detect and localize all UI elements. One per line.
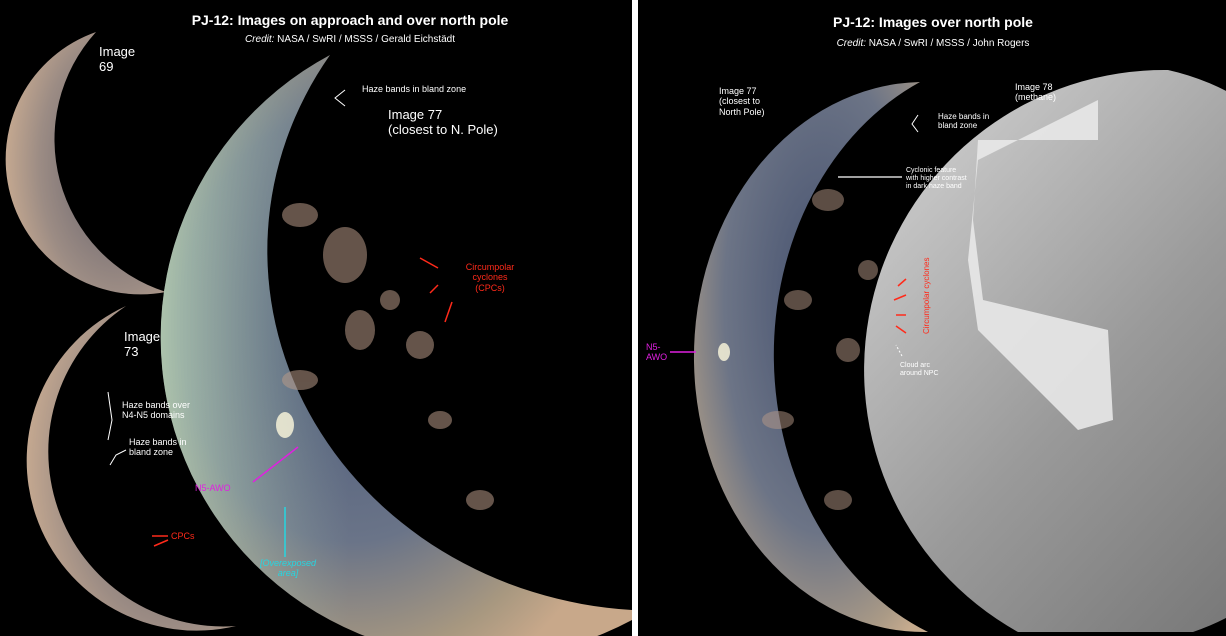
label-n5-awo: N5- AWO (646, 342, 668, 363)
label-haze-bland-top: Haze bands in bland zone (362, 84, 467, 94)
limb-glow (160, 55, 632, 636)
annotation-arrows (670, 114, 919, 357)
storm-features (762, 189, 878, 510)
label-image-77: Image 77 (closest to N. Pole) (388, 107, 498, 137)
label-image-69: Image 69 (99, 44, 136, 74)
image-77-planet (693, 82, 928, 633)
label-circumpolar-cyclones: Circumpolar cyclones (CPCs) (465, 262, 515, 293)
left-credit-prefix: Credit: (244, 34, 275, 45)
label-circumpolar-cyclones: Circumpolar cyclones (922, 257, 931, 334)
right-figure-panel: PJ-12: Images over north pole Credit: NA… (638, 0, 1226, 636)
storm-features (282, 203, 494, 510)
right-credit-text: NASA / SwRI / MSSS / John Rogers (866, 38, 1030, 49)
left-credit: Credit: NASA / SwRI / MSSS / Gerald Eich… (150, 34, 550, 46)
left-credit-text: NASA / SwRI / MSSS / Gerald Eichstädt (274, 34, 456, 45)
left-figure-graphics (5, 32, 632, 636)
methane-bright-region (968, 100, 1113, 430)
annotation-arrows (107, 89, 453, 557)
label-haze-bland: Haze bands in bland zone (938, 112, 990, 131)
label-haze-bland: Haze bands in bland zone (129, 437, 187, 458)
label-n5-awo: N5-AWO (195, 483, 231, 493)
n5-awo-spot (718, 343, 730, 361)
image-69-crescent (5, 32, 167, 295)
label-haze-over-n4n5: Haze bands over N4-N5 domains (122, 400, 191, 421)
label-image-73: Image 73 (124, 329, 161, 359)
label-cloud-arc: Cloud arc around NPC (900, 362, 939, 378)
label-cyclonic-feature: Cyclonic feature with higher contrast in… (906, 167, 967, 191)
label-cpcs: CPCs (171, 531, 195, 541)
right-title: PJ-12: Images over north pole (833, 14, 1033, 30)
label-overexposed-area: [Overexposed area] (259, 558, 317, 579)
right-credit-prefix: Credit: (836, 38, 867, 49)
n5-awo-spot (276, 412, 294, 438)
label-image-77: Image 77 (closest to North Pole) (719, 86, 765, 117)
right-credit: Credit: NASA / SwRI / MSSS / John Rogers (758, 38, 1108, 50)
left-title: PJ-12: Images on approach and over north… (191, 12, 509, 28)
right-figure-graphics (670, 69, 1226, 633)
label-image-78: Image 78 (methane) (1015, 82, 1057, 103)
left-figure-panel: PJ-12: Images on approach and over north… (0, 0, 632, 636)
